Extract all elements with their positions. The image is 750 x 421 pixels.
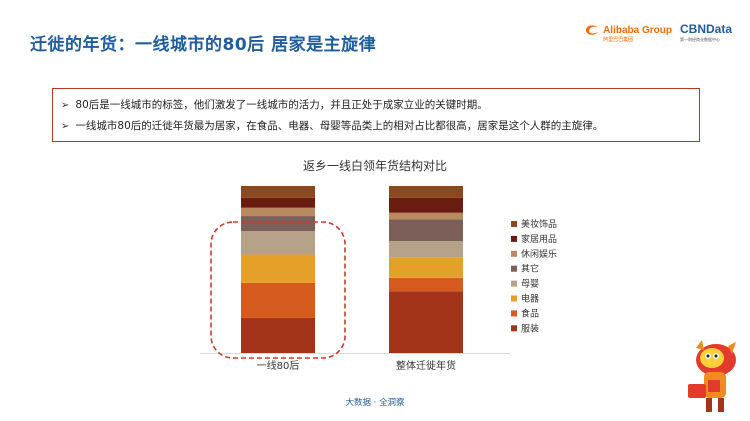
bar-segment [241, 216, 315, 232]
bar-segment [241, 207, 315, 217]
alibaba-logo-text: Alibaba Group [603, 24, 672, 36]
legend-swatch [511, 235, 517, 242]
bar-segment [241, 254, 315, 283]
arrow-bullet-icon: ➢ [61, 100, 70, 111]
bar-segment [389, 212, 463, 220]
callout-item-text: 一线城市80后的迁徙年货最为居家，在食品、电器、母婴等品类上的相对占比都很高，居… [75, 120, 604, 132]
bar-segment [241, 197, 315, 208]
legend-label: 电器 [521, 293, 539, 305]
callout-item: ➢ 一线城市80后的迁徙年货最为居家，在食品、电器、母婴等品类上的相对占比都很高，… [61, 116, 691, 137]
bar-segment [241, 282, 315, 318]
lion-dance-mascot-icon [688, 340, 736, 412]
callout-item-text: 80后是一线城市的标签，他们激发了一线城市的活力，并且正处于成家立业的关键时期。 [75, 99, 488, 111]
bar-segment [389, 257, 463, 278]
bar-segment [389, 241, 463, 258]
legend-label: 家居用品 [521, 233, 557, 245]
legend-label: 食品 [521, 307, 539, 319]
bar-segment [241, 317, 315, 353]
chart-title: 返乡一线白领年货结构对比 [302, 159, 447, 173]
highlight-outline [210, 221, 346, 359]
logo-group: Alibaba Group 阿里巴巴集团 CBNData 第一财经商业数据中心 [584, 18, 732, 43]
legend-label: 母婴 [521, 279, 539, 290]
x-tick-label: 整体迁徙年货 [396, 359, 456, 372]
legend-swatch [511, 280, 517, 287]
arrow-bullet-icon: ➢ [61, 121, 70, 132]
legend-swatch [511, 295, 517, 302]
legend-label: 休闲娱乐 [521, 248, 557, 260]
legend-swatch [511, 325, 517, 332]
bar-segment [241, 231, 315, 255]
alibaba-mark-icon [586, 25, 599, 35]
legend-swatch [511, 250, 517, 257]
legend-swatch [511, 310, 517, 317]
legend-swatch [511, 221, 517, 227]
callout-item: ➢ 80后是一线城市的标签，他们激发了一线城市的活力，并且正处于成家立业的关键时期… [61, 95, 691, 116]
bar-segment [389, 219, 463, 242]
footer-slogan: 大数据 · 全洞察 [345, 398, 405, 408]
alibaba-logo-subtext: 阿里巴巴集团 [603, 36, 634, 43]
cbndata-logo: CBNData 第一财经商业数据中心 [680, 18, 732, 43]
legend-label: 美妆饰品 [521, 218, 557, 230]
bar-segment [389, 197, 463, 213]
cbndata-logo-text: CBNData [679, 21, 732, 36]
page-title: 迁徙的年货：一线城市的80后 居家是主旋律 [30, 35, 377, 55]
legend-label: 服装 [521, 322, 539, 334]
legend-swatch [511, 265, 517, 272]
legend-label: 其它 [521, 263, 539, 275]
summary-callout: ➢ 80后是一线城市的标签，他们激发了一线城市的活力，并且正处于成家立业的关键时期… [52, 88, 700, 142]
bar-segment [241, 186, 315, 198]
cbndata-logo-subtext: 第一财经商业数据中心 [679, 36, 720, 42]
bar-segment [389, 291, 463, 353]
bar-segment [389, 277, 463, 292]
bar-segment [389, 186, 463, 198]
x-tick-label: 一线80后 [257, 359, 300, 372]
alibaba-logo: Alibaba Group 阿里巴巴集团 [584, 18, 672, 43]
